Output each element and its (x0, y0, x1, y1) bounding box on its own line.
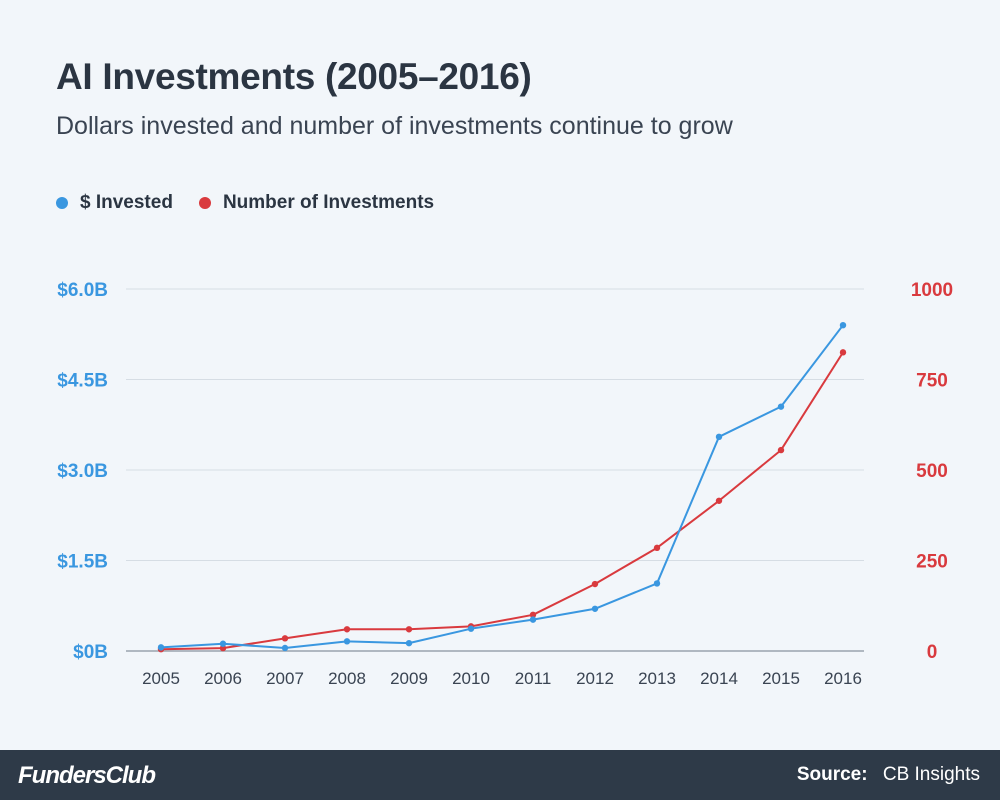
data-point (839, 322, 847, 329)
data-point (343, 626, 351, 633)
y-right-tick-label: 750 (916, 371, 948, 392)
data-point (591, 580, 599, 588)
data-point (715, 497, 723, 504)
chart-subtitle: Dollars invested and number of investmen… (56, 112, 733, 140)
x-tick-label: 2005 (142, 669, 180, 688)
x-tick-label: 2015 (762, 669, 800, 688)
data-point (839, 349, 847, 356)
x-tick-label: 2007 (266, 669, 304, 688)
data-point (405, 639, 413, 647)
data-point (157, 644, 165, 651)
y-axis-right: 0 250 500 750 1000 (911, 280, 953, 663)
data-point (777, 403, 785, 410)
legend-dot-icon (198, 197, 211, 209)
legend-label: $ Invested (80, 192, 173, 213)
x-tick-label: 2008 (328, 669, 366, 688)
data-point (777, 446, 785, 454)
series-investments (157, 349, 847, 653)
x-tick-label: 2006 (204, 669, 242, 688)
data-point (529, 611, 537, 618)
data-point (343, 638, 351, 645)
data-point (281, 644, 289, 652)
series-line (160, 351, 844, 651)
data-point (219, 640, 227, 647)
y-left-tick-label: $4.5B (57, 371, 108, 392)
y-right-tick-label: 500 (916, 461, 948, 482)
data-point (591, 605, 599, 612)
y-left-tick-label: $6.0B (57, 280, 108, 301)
x-tick-label: 2013 (638, 669, 676, 688)
chart-title: AI Investments (2005–2016) (56, 56, 532, 97)
gridlines (126, 288, 864, 652)
source-credit: Source: CB Insights (797, 764, 980, 786)
x-axis: 2005 2006 2007 2008 2009 2010 2011 2012 2013 2014… (142, 669, 862, 688)
data-point (405, 626, 413, 633)
chart-legend: $ Invested Number of Investments (56, 192, 434, 214)
data-point (715, 433, 723, 441)
data-point (653, 580, 661, 587)
legend-item-invested: $ Invested (56, 192, 173, 214)
x-tick-label: 2014 (700, 669, 738, 688)
legend-item-investments: Number of Investments (198, 192, 435, 214)
source-value: CB Insights (882, 764, 980, 785)
y-left-tick-label: $3.0B (57, 461, 108, 482)
x-tick-label: 2009 (390, 669, 428, 688)
series-invested (157, 322, 847, 652)
x-tick-label: 2012 (576, 669, 614, 688)
legend-dot-icon (56, 197, 68, 209)
source-label: Source: (796, 764, 868, 785)
data-point (653, 544, 661, 552)
brand-logo: FundersClub (18, 762, 156, 789)
y-right-tick-label: 1000 (911, 280, 953, 301)
y-right-tick-label: 0 (927, 642, 938, 663)
y-left-tick-label: $1.5B (57, 552, 108, 573)
footer-bar: FundersClub Source: CB Insights (0, 750, 1000, 800)
data-point (281, 635, 289, 642)
y-right-tick-label: 250 (916, 552, 948, 573)
y-left-tick-label: $0B (73, 642, 108, 663)
x-tick-label: 2010 (452, 669, 490, 688)
line-chart: $0B $1.5B $3.0B $4.5B $6.0B 0 250 500 750 1000 200… (57, 280, 953, 688)
data-point (467, 625, 475, 632)
data-point (529, 616, 537, 623)
x-tick-label: 2016 (824, 669, 862, 688)
y-axis-left: $0B $1.5B $3.0B $4.5B $6.0B (57, 280, 108, 663)
series-line (160, 324, 844, 649)
x-tick-label: 2011 (515, 669, 552, 688)
legend-label: Number of Investments (222, 192, 435, 213)
